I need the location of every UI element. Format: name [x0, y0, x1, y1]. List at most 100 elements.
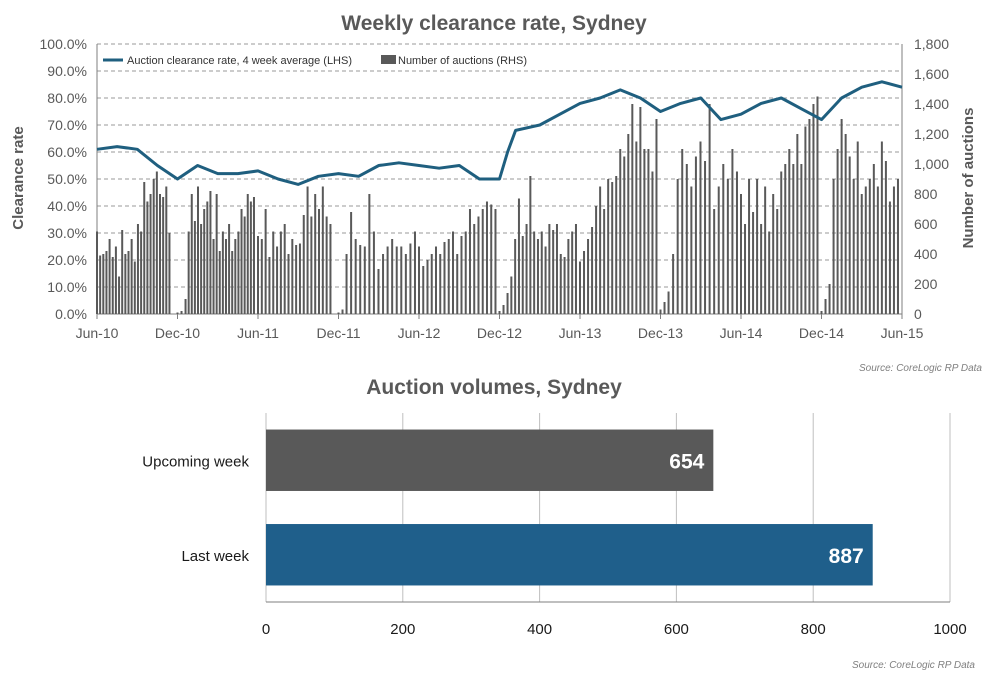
chart1-auction-bar [485, 201, 488, 314]
chart1-auction-bar [792, 164, 795, 314]
chart1-auction-bar [655, 119, 658, 314]
chart2-x-tick-label: 400 [527, 621, 552, 638]
chart1-auction-bar [279, 231, 282, 314]
chart1-auction-bar [748, 179, 751, 314]
chart1-auction-bar [249, 201, 252, 314]
chart1-auction-bar [772, 194, 775, 314]
chart1-auction-bar [603, 209, 606, 314]
chart1-left-tick-label: 50.0% [47, 171, 87, 187]
chart1-auction-bar [434, 246, 437, 314]
chart1-auction-bar [552, 230, 555, 314]
chart1-auction-bar [121, 230, 124, 314]
chart1-auction-bar [382, 254, 385, 314]
chart1-auction-bar [372, 231, 375, 314]
chart1-auction-bar [426, 260, 429, 314]
chart1-auction-bar [272, 231, 275, 314]
chart1-auction-bar [413, 231, 416, 314]
chart1-auction-bar [574, 224, 577, 314]
chart1-auction-bar [559, 254, 562, 314]
chart1-source: Source: CoreLogic RP Data [859, 363, 982, 374]
chart1-auction-bar [760, 224, 763, 314]
chart1-auction-bar [699, 141, 702, 314]
chart1-auction-bar [544, 246, 547, 314]
chart1-left-tick-label: 0.0% [55, 306, 87, 322]
chart1-auction-bar [690, 186, 693, 314]
chart1-auction-bar [498, 311, 501, 314]
chart1-auction-bar [685, 164, 688, 314]
chart1-auction-bar [395, 246, 398, 314]
chart1-auction-bar [155, 171, 158, 314]
chart1-right-axis-ticks: 0 200 400 600 800 1,000 1,200 1,400 1,600 1,800 [914, 36, 949, 322]
chart1-auction-bar [306, 186, 309, 314]
chart1-auction-bar [824, 299, 827, 314]
chart1-auction-bar [291, 239, 294, 314]
chart1-auction-bar [510, 276, 513, 314]
chart1-auction-bar [218, 251, 221, 314]
chart1-auction-bar [298, 243, 301, 314]
chart1-auction-bar [514, 239, 517, 314]
chart1-auction-bar [536, 239, 539, 314]
chart1-auction-bar [124, 254, 127, 314]
chart1-x-axis-ticks: Jun-10 Dec-10 Jun-11 Dec-11 Jun-12 Dec-12 Jun-… [76, 314, 924, 341]
chart2-x-tick-label: 1000 [933, 621, 966, 638]
chart1-right-tick-label: 0 [914, 306, 922, 322]
chart1-auction-bar [651, 171, 654, 314]
chart1-auction-bar [623, 156, 626, 314]
chart1-auction-bar [451, 231, 454, 314]
chart1-left-tick-label: 30.0% [47, 225, 87, 241]
chart1-x-tick-label: Jun-11 [237, 325, 279, 341]
chart1-auction-bar [368, 194, 371, 314]
chart1-right-tick-label: 400 [914, 246, 938, 262]
chart1-auction-bar [667, 291, 670, 314]
chart1-auction-bar [591, 227, 594, 314]
chart1-right-tick-label: 600 [914, 216, 938, 232]
chart2-x-axis-ticks: 0 200 400 600 800 1000 [262, 621, 967, 638]
chart1-auction-bar [704, 161, 707, 314]
chart1-auction-bar [240, 209, 243, 314]
chart2-category-label: Last week [181, 548, 249, 565]
chart1-auction-bar [764, 186, 767, 314]
chart1-auction-bar [302, 215, 305, 314]
chart1-auction-bar [400, 246, 403, 314]
chart1-auction-bar [363, 246, 366, 314]
chart1-auction-bar [295, 245, 298, 314]
chart1-auction-bar [243, 216, 246, 314]
chart1-auction-bar [190, 194, 193, 314]
chart1-right-tick-label: 200 [914, 276, 938, 292]
chart1-left-tick-label: 40.0% [47, 198, 87, 214]
chart1-auction-bar [215, 194, 218, 314]
chart1-auction-bar [812, 104, 815, 314]
chart1-auction-bar [404, 254, 407, 314]
chart1-x-tick-label: Jun-12 [398, 325, 441, 341]
chart1-auction-bar [639, 107, 642, 314]
chart1-auction-bar [473, 224, 476, 314]
chart1-auction-bar [876, 186, 879, 314]
chart1-clearance-line [96, 80, 903, 186]
chart1-auction-bar [567, 239, 570, 314]
chart1-auction-bar [430, 254, 433, 314]
chart1-x-tick-label: Dec-11 [316, 325, 360, 341]
chart1-auction-bar [231, 251, 234, 314]
chart1-left-tick-label: 100.0% [40, 36, 87, 52]
chart1-auction-bar [681, 149, 684, 314]
chart1-auction-bar [529, 176, 532, 314]
chart1-auction-bar [386, 246, 389, 314]
chart1-x-tick-label: Dec-13 [638, 325, 683, 341]
chart1-auction-bar [99, 255, 102, 314]
chart1-auction-bar [252, 197, 255, 314]
chart2-title: Auction volumes, Sydney [366, 376, 622, 399]
chart1-auction-bar [140, 231, 143, 314]
chart1-auction-bar [359, 245, 362, 314]
chart1-auction-bar [832, 179, 835, 314]
chart1-auction-bar [731, 149, 734, 314]
chart1-auction-bar [96, 231, 98, 314]
chart1-auction-bar [439, 254, 442, 314]
chart1-auction-bar [354, 239, 357, 314]
chart1-auction-bar [880, 141, 883, 314]
chart1-auction-bar [345, 254, 348, 314]
chart1-x-tick-label: Jun-14 [720, 325, 763, 341]
chart1-auction-bar [607, 179, 610, 314]
chart1-auction-bar [187, 231, 190, 314]
